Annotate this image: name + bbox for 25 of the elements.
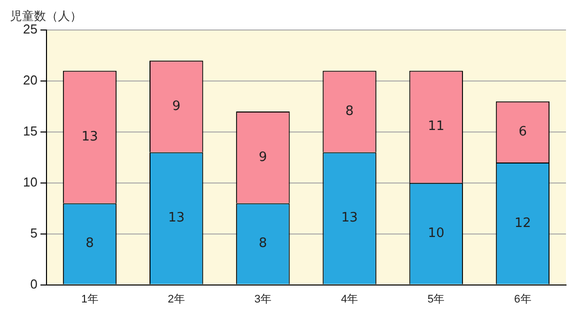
data-label: 8	[258, 236, 268, 252]
x-tick-label: 4年	[340, 293, 358, 306]
y-tick-label: 15	[22, 124, 38, 138]
x-tick-label: 3年	[254, 293, 272, 306]
x-tick-label: 2年	[168, 293, 185, 306]
data-label: 13	[168, 210, 185, 226]
data-label: 13	[341, 210, 358, 226]
y-tick-label: 10	[22, 174, 38, 190]
data-label: 13	[81, 129, 98, 144]
data-label: 9	[172, 98, 180, 114]
data-label: 8	[86, 236, 94, 252]
data-label: 6	[518, 124, 527, 140]
data-label: 11	[428, 119, 444, 134]
data-label: 8	[345, 104, 354, 119]
y-tick-label: 20	[22, 72, 38, 88]
x-tick-label: 6年	[514, 293, 532, 306]
y-tick-label: 0	[30, 276, 38, 292]
y-tick-label: 25	[22, 22, 38, 37]
y-tick-label: 5	[30, 225, 38, 240]
x-tick-label: 5年	[428, 293, 445, 306]
data-label: 9	[258, 150, 268, 165]
x-tick-label: 1年	[81, 293, 98, 306]
data-label: 10	[428, 226, 444, 241]
data-label: 12	[514, 216, 531, 231]
y-axis-title: 児童数（人）	[10, 8, 82, 24]
